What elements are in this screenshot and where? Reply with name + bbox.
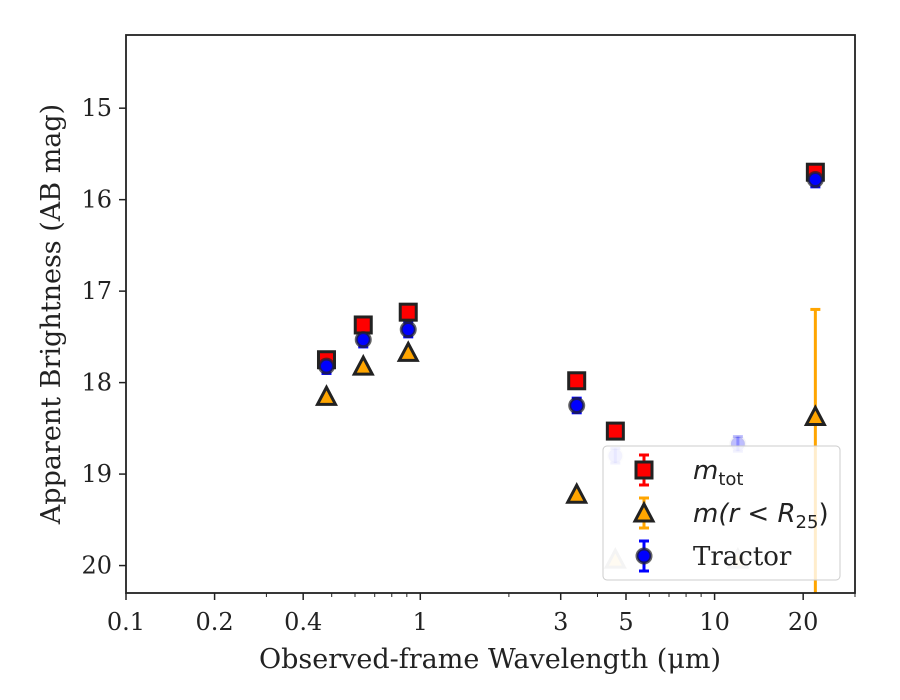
data-point-circle: [354, 331, 372, 349]
x-tick-label: 10: [699, 608, 730, 636]
y-tick-label: 19: [81, 460, 112, 488]
legend-label: Tractor: [693, 542, 792, 572]
y-tick-label: 16: [81, 186, 112, 214]
y-axis-label: Apparent Brightness (AB mag): [36, 104, 67, 525]
legend-marker-circle: [635, 547, 653, 565]
x-tick-label: 0.1: [107, 608, 145, 636]
y-tick-label: 20: [81, 552, 112, 580]
x-tick-label: 5: [618, 608, 633, 636]
data-point-square: [605, 421, 625, 441]
y-tick-label: 17: [81, 277, 112, 305]
y-tick-label: 15: [81, 94, 112, 122]
data-point-circle: [806, 171, 824, 189]
legend-box: [602, 445, 841, 581]
plot-frame: [125, 34, 856, 594]
data-point-circle: [317, 357, 335, 375]
x-tick-label: 1: [413, 608, 428, 636]
x-axis-label: Observed-frame Wavelength (μm): [259, 644, 721, 675]
y-tick-label: 18: [81, 369, 112, 397]
data-point-square: [567, 371, 587, 391]
legend-marker-square: [634, 460, 654, 480]
data-point-circle: [568, 396, 586, 414]
data-point-triangle: [314, 384, 338, 406]
legend: mtot m(r < R25) Tractor: [602, 445, 841, 581]
x-tick-label: 3: [553, 608, 568, 636]
data-point-square: [398, 302, 418, 322]
data-point-circle: [399, 321, 417, 339]
x-tick-label: 0.2: [196, 608, 234, 636]
legend-label: m(r < R25): [693, 499, 829, 533]
data-point-triangle: [351, 353, 375, 376]
data-point-square: [353, 315, 373, 335]
axis-ticks: 0.1 0.2 0.4 1 3 5 10 20 15 16 17 18 19 20: [81, 94, 856, 636]
legend-label: mtot: [693, 456, 743, 490]
data-point-triangle: [396, 340, 420, 362]
data-point-triangle: [565, 482, 589, 504]
data-point-triangle: [803, 404, 827, 426]
x-tick-label: 0.4: [284, 608, 322, 636]
x-tick-label: 20: [788, 608, 819, 636]
legend-marker-triangle: [632, 500, 656, 523]
